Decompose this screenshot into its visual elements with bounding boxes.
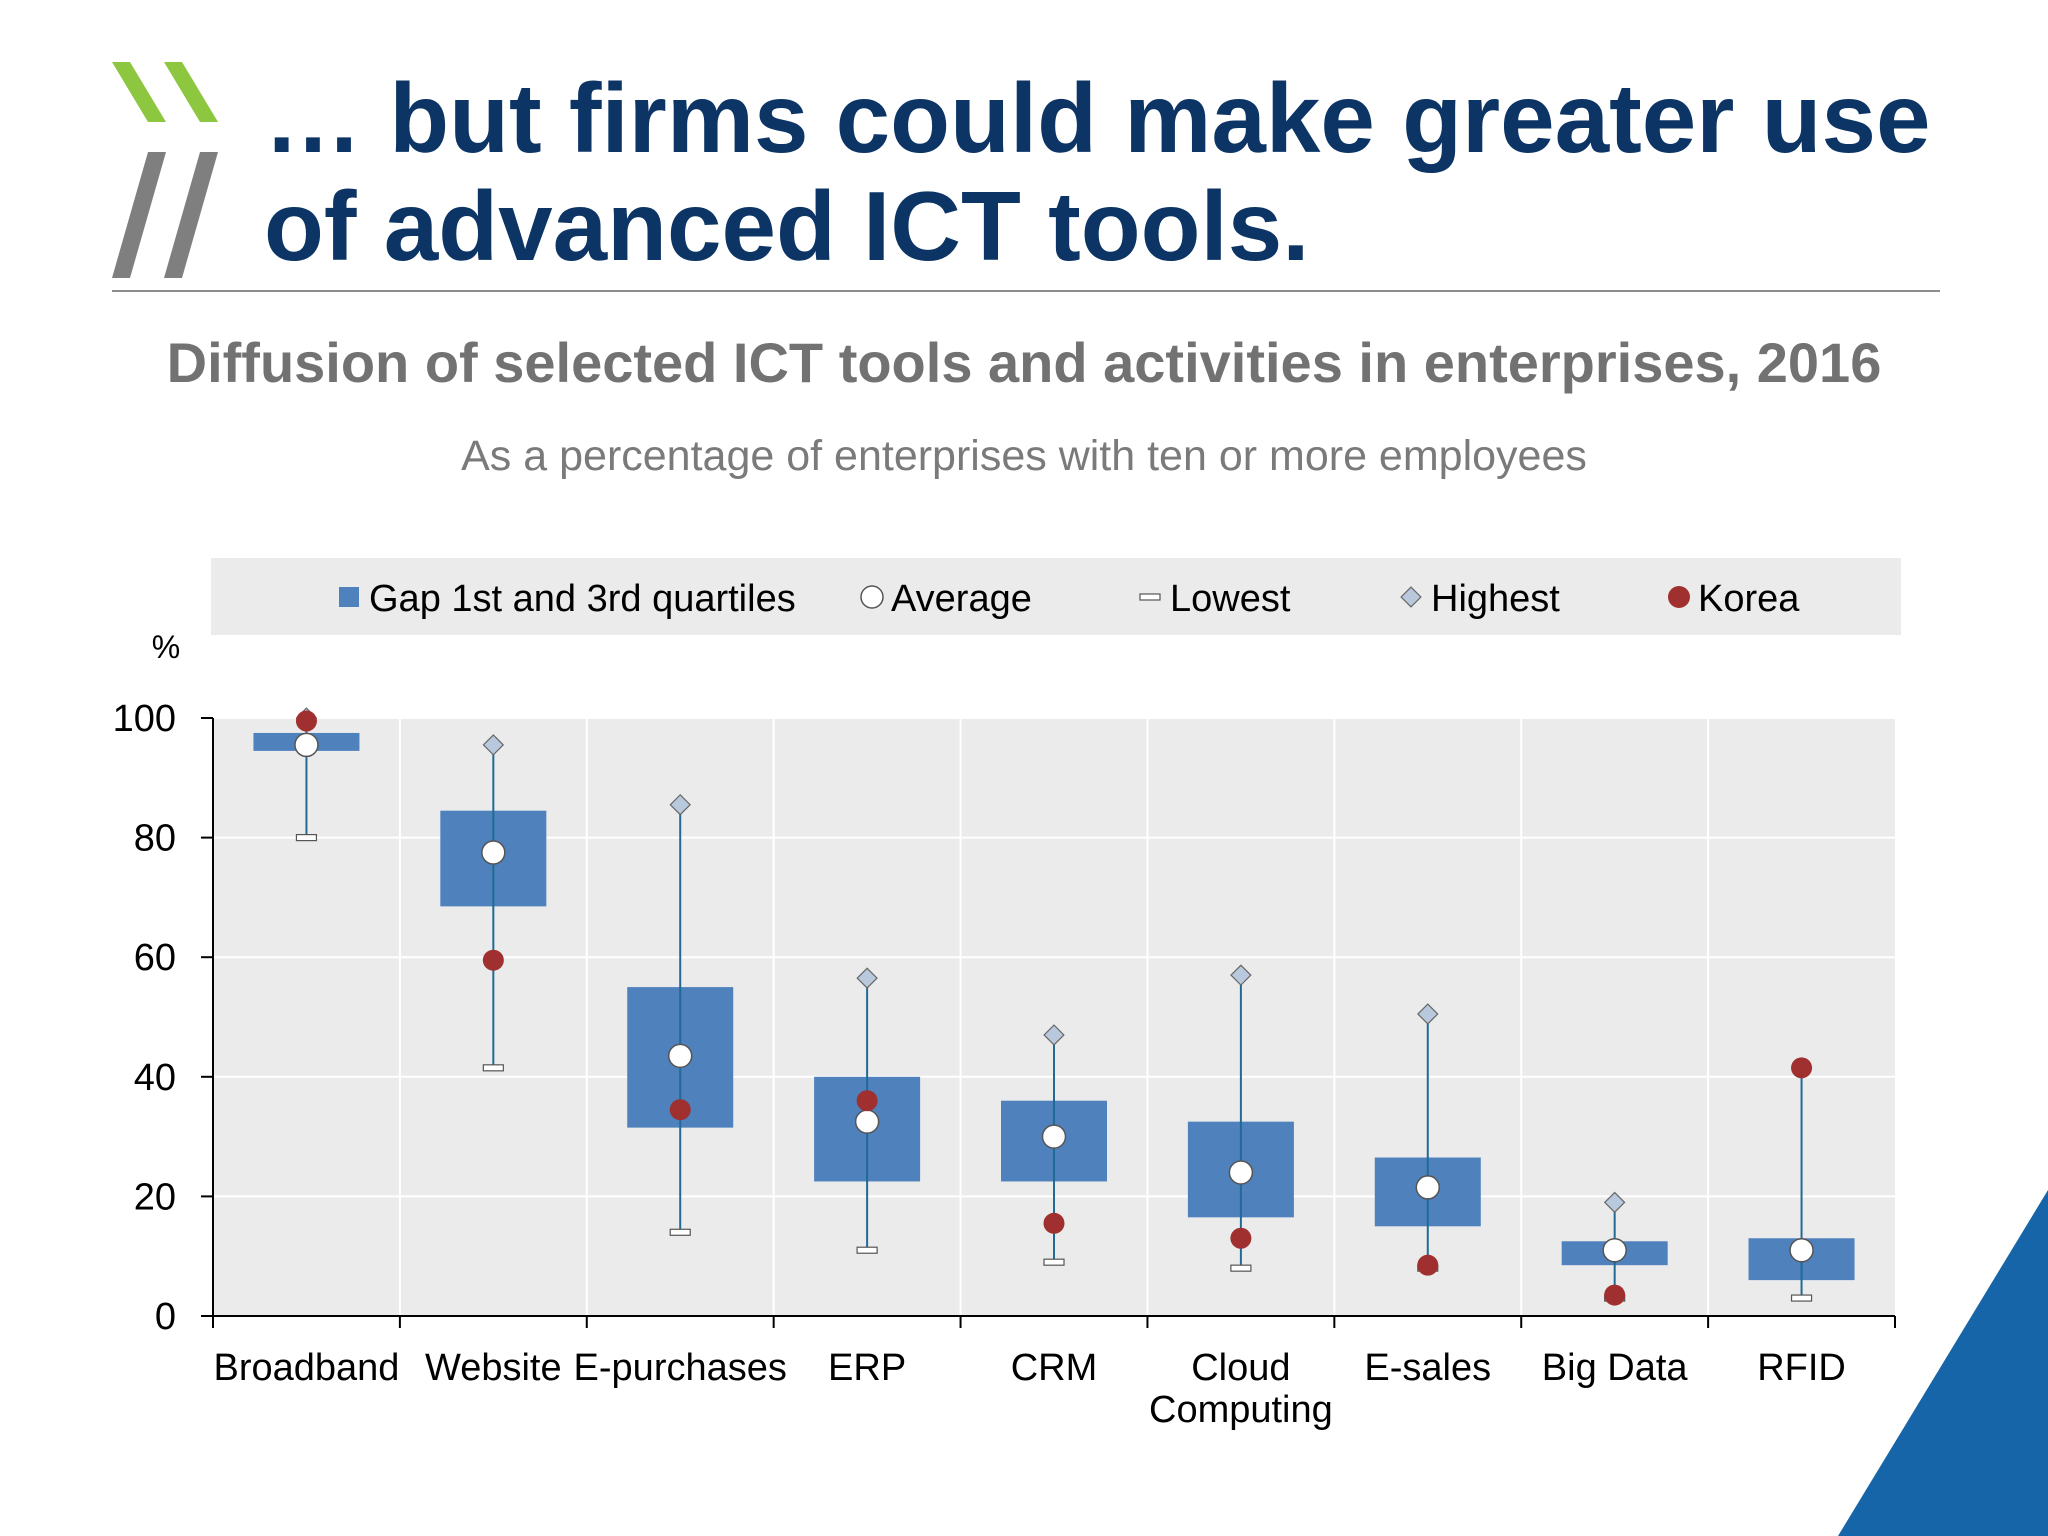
legend-label: Average: [891, 578, 1032, 620]
marker-korea: [669, 1099, 691, 1121]
x-category-label-line: ERP: [828, 1347, 906, 1389]
logo-chevron-grey-left: [112, 152, 166, 278]
x-category-label: CRM: [1011, 1347, 1098, 1389]
category-group: CRM: [1001, 1024, 1107, 1389]
x-category-label: Cloud Computing: [1149, 1347, 1333, 1431]
marker-lowest: [295, 833, 318, 842]
legend-label: Korea: [1698, 578, 1800, 620]
marker-korea: [1043, 1212, 1065, 1234]
category-group: RFID: [1748, 1057, 1855, 1389]
x-category-label: Big Data: [1542, 1347, 1689, 1389]
marker-lowest: [1043, 1258, 1065, 1266]
x-category-label-line: Computing: [1149, 1389, 1333, 1431]
x-category-label-line: E-purchases: [574, 1347, 787, 1389]
oecd-logo: [112, 62, 218, 278]
marker-highest: [1230, 964, 1252, 986]
legend-marker-korea: [1668, 586, 1690, 608]
category-group: Broadband: [213, 707, 399, 1389]
legend-marker-lowest: [1139, 593, 1161, 601]
category-group: E-purchases: [574, 793, 787, 1389]
x-category-label-line: Cloud: [1191, 1347, 1290, 1389]
x-category-label: Website: [425, 1347, 562, 1389]
marker-average: [481, 840, 506, 865]
title-divider: [112, 290, 1940, 292]
marker-average: [1602, 1237, 1627, 1263]
marker-lowest: [1790, 1294, 1813, 1302]
x-category-label: E-sales: [1364, 1347, 1491, 1389]
marker-korea: [856, 1090, 878, 1112]
x-category-label-line: E-sales: [1364, 1347, 1491, 1389]
y-tick-label: 20: [134, 1176, 176, 1218]
marker-korea: [295, 710, 317, 732]
y-tick-label: 80: [134, 818, 176, 860]
x-category-label: Broadband: [213, 1347, 399, 1389]
marker-highest: [482, 734, 505, 756]
category-group: Cloud Computing: [1149, 964, 1333, 1431]
y-tick-label: 0: [155, 1296, 176, 1338]
marker-highest: [1417, 1003, 1439, 1025]
y-tick-label: 100: [113, 698, 176, 740]
chart-subtitle: As a percentage of enterprises with ten …: [461, 432, 1587, 480]
slide-title: … but firms could make greater use of ad…: [264, 63, 1931, 281]
x-category-label: E-purchases: [574, 1347, 787, 1389]
marker-korea: [1604, 1284, 1626, 1306]
x-ticks: [212, 1316, 1896, 1328]
marker-korea: [482, 949, 504, 971]
legend-label: Lowest: [1170, 578, 1291, 620]
marker-korea: [1791, 1057, 1813, 1079]
legend-background: [211, 558, 1901, 635]
x-category-label-line: CRM: [1011, 1347, 1098, 1389]
logo-chevron-green-left: [112, 62, 166, 122]
marker-average: [667, 1043, 693, 1069]
y-ticks: 0 20 40 60 80 100: [113, 698, 213, 1338]
legend-label: Gap 1st and 3rd quartiles: [369, 578, 796, 620]
category-group: Website: [425, 734, 562, 1389]
legend-marker-highest: [1400, 586, 1422, 608]
x-category-label-line: Broadband: [213, 1347, 399, 1389]
logo-chevron-grey-right: [164, 152, 218, 278]
marker-average: [1789, 1237, 1814, 1263]
category-group: Big Data: [1542, 1191, 1689, 1389]
marker-korea: [1230, 1227, 1252, 1249]
category-group: ERP: [814, 967, 921, 1389]
y-axis-unit-label: %: [152, 629, 180, 665]
marker-highest: [669, 793, 691, 816]
x-category-label-line: RFID: [1757, 1347, 1846, 1389]
y-tick-label: 40: [134, 1057, 176, 1099]
marker-korea: [1417, 1254, 1439, 1276]
marker-average: [294, 732, 319, 758]
legend-marker-average: [860, 585, 884, 609]
marker-lowest: [856, 1246, 878, 1254]
marker-average: [1228, 1160, 1254, 1185]
marker-average: [1415, 1175, 1441, 1200]
x-category-label: RFID: [1757, 1347, 1846, 1389]
category-group: E-sales: [1364, 1003, 1491, 1389]
x-category-label-line: Website: [425, 1347, 562, 1389]
marker-highest: [1603, 1191, 1626, 1214]
x-category-label-line: Big Data: [1542, 1347, 1689, 1389]
x-category-label: ERP: [828, 1347, 906, 1389]
marker-highest: [1043, 1024, 1065, 1046]
marker-lowest: [1230, 1264, 1252, 1272]
logo-chevron-green-right: [164, 62, 218, 122]
marker-highest: [856, 967, 878, 989]
legend-label: Highest: [1431, 578, 1560, 620]
y-tick-label: 60: [134, 937, 176, 979]
chart-title: Diffusion of selected ICT tools and acti…: [166, 331, 1882, 394]
marker-average: [854, 1109, 880, 1134]
legend-swatch-box: [339, 587, 359, 607]
marker-lowest: [669, 1228, 691, 1236]
marker-lowest: [482, 1064, 504, 1072]
legend: Gap 1st and 3rd quartiles Average Lowest Hi…: [211, 558, 1901, 635]
marker-average: [1041, 1124, 1067, 1149]
